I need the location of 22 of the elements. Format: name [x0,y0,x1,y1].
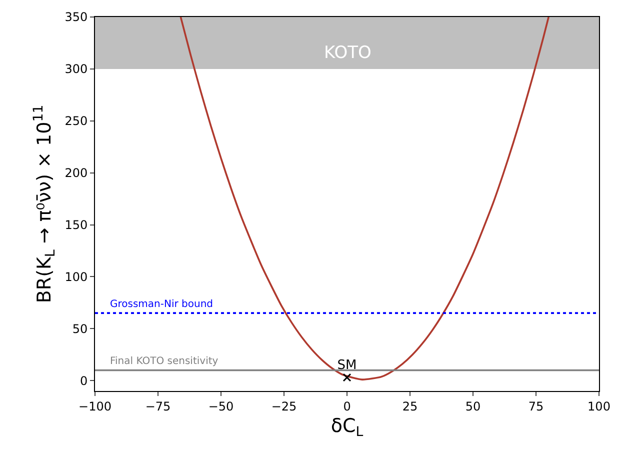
y-tick-label: 100 [64,270,88,284]
x-tick-label: −100 [78,399,112,414]
ref-line-label: Grossman-Nir bound [110,299,214,310]
y-tick-label: 350 [64,10,88,24]
series-label: SM [337,358,357,373]
x-tick-label: 0 [343,399,351,414]
x-tick-label: 25 [402,399,418,414]
x-axis-title: δC$_{L}$ [330,415,364,440]
ref-line-label: Final KOTO sensitivity [110,356,218,367]
x-tick-label: 50 [465,399,481,414]
y-tick-label: 0 [80,374,88,388]
y-tick-label: 50 [72,322,88,336]
x-tick-label: −50 [208,399,234,414]
y-tick-label: 200 [64,166,88,180]
x-tick-label: 100 [588,399,610,414]
y-tick-label: 150 [64,218,88,232]
x-tick-label: 75 [528,399,544,414]
y-tick-label: 250 [64,114,88,128]
x-tick-label: −75 [145,399,171,414]
y-tick-label: 300 [64,62,88,76]
x-tick-label: −25 [271,399,297,414]
band-label: KOTO [324,43,372,63]
